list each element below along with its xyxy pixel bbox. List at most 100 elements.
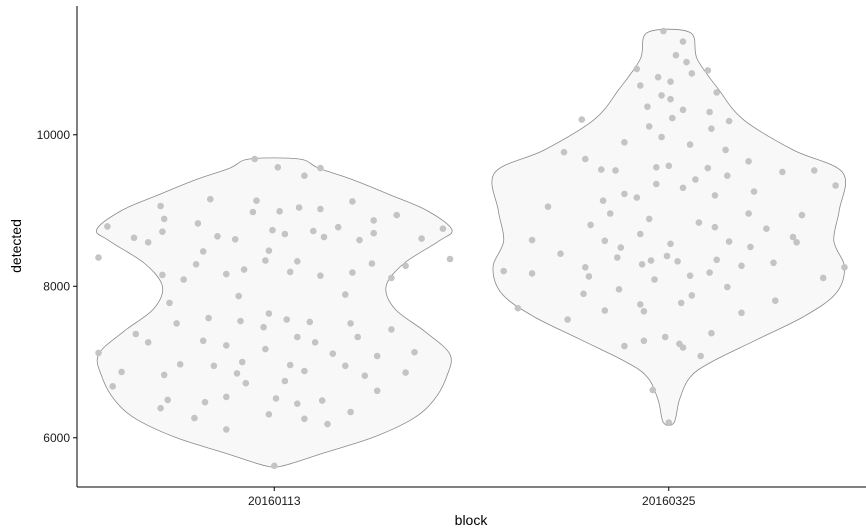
data-point — [704, 67, 712, 74]
data-point — [725, 238, 733, 245]
data-point — [500, 267, 508, 275]
data-point — [334, 223, 342, 231]
data-point — [269, 226, 276, 234]
data-point — [301, 415, 308, 423]
data-point — [745, 210, 752, 217]
x-axis-ticks: 20160113 20160325 — [248, 487, 696, 508]
data-point — [708, 329, 715, 337]
x-tick-label: 20160113 — [248, 494, 301, 508]
data-point — [644, 103, 651, 110]
data-point — [658, 92, 665, 99]
data-point — [621, 190, 628, 198]
violin-layer — [95, 28, 847, 468]
data-point — [446, 255, 454, 263]
data-point — [194, 220, 202, 227]
data-point — [262, 257, 269, 264]
data-point — [738, 262, 745, 270]
data-point — [688, 70, 696, 77]
data-point — [166, 299, 173, 307]
data-point — [342, 291, 349, 298]
data-point — [582, 264, 589, 271]
data-point — [841, 264, 848, 271]
data-point — [674, 258, 681, 265]
x-axis-title: block — [455, 512, 489, 528]
data-point — [144, 239, 152, 246]
data-point — [763, 225, 770, 232]
data-point — [647, 257, 655, 264]
data-point — [724, 283, 731, 291]
data-point — [242, 379, 250, 387]
data-point — [653, 180, 660, 188]
data-point — [240, 266, 248, 273]
data-point — [295, 204, 303, 211]
data-point — [265, 310, 273, 317]
data-point — [667, 78, 674, 85]
data-point — [772, 297, 779, 305]
data-point — [164, 396, 171, 404]
data-point — [679, 184, 687, 192]
data-point — [557, 250, 564, 257]
data-point — [402, 369, 409, 376]
data-point — [283, 316, 291, 323]
data-point — [669, 114, 676, 122]
data-point — [587, 221, 594, 229]
data-point — [695, 219, 703, 226]
data-point — [271, 462, 278, 470]
data-point — [294, 258, 301, 265]
data-point — [439, 225, 447, 232]
data-point — [393, 211, 401, 219]
data-point — [311, 339, 319, 346]
data-point — [688, 292, 696, 299]
data-point — [747, 243, 754, 251]
data-point — [544, 203, 552, 210]
data-point — [317, 205, 324, 213]
data-point — [617, 244, 625, 251]
data-point — [265, 247, 273, 254]
data-point — [704, 164, 712, 172]
data-point — [214, 233, 221, 240]
data-point — [564, 316, 571, 323]
data-point — [130, 234, 138, 242]
data-point — [262, 345, 269, 353]
data-point — [779, 168, 786, 176]
data-point — [388, 326, 395, 333]
data-point — [653, 164, 660, 171]
data-point — [578, 116, 586, 123]
data-point — [672, 51, 680, 59]
data-point — [667, 95, 674, 103]
data-point — [560, 148, 568, 156]
data-point — [176, 361, 184, 368]
data-point — [614, 254, 621, 261]
data-point — [253, 197, 260, 204]
data-point — [223, 393, 230, 401]
data-point — [661, 333, 669, 341]
data-point — [738, 309, 745, 317]
data-point — [697, 352, 704, 360]
data-point — [667, 240, 674, 248]
data-point — [160, 215, 168, 223]
data-point — [621, 342, 628, 350]
data-point — [722, 146, 729, 154]
data-point — [640, 308, 648, 315]
data-point — [294, 400, 301, 408]
data-point — [528, 270, 536, 277]
data-point — [223, 270, 230, 278]
data-point — [294, 333, 301, 341]
data-point — [301, 172, 308, 179]
data-point — [637, 301, 644, 308]
data-point — [354, 333, 362, 341]
data-point — [159, 271, 166, 279]
data-point — [686, 272, 694, 280]
data-point — [274, 164, 282, 171]
data-point — [615, 286, 623, 293]
data-point — [402, 262, 409, 270]
data-point — [711, 223, 719, 231]
data-point — [793, 239, 800, 246]
data-point — [199, 337, 207, 345]
data-point — [324, 420, 331, 428]
data-point — [679, 38, 687, 45]
data-point — [713, 89, 720, 96]
data-point — [708, 125, 715, 132]
data-point — [286, 268, 294, 276]
data-point — [109, 383, 116, 390]
